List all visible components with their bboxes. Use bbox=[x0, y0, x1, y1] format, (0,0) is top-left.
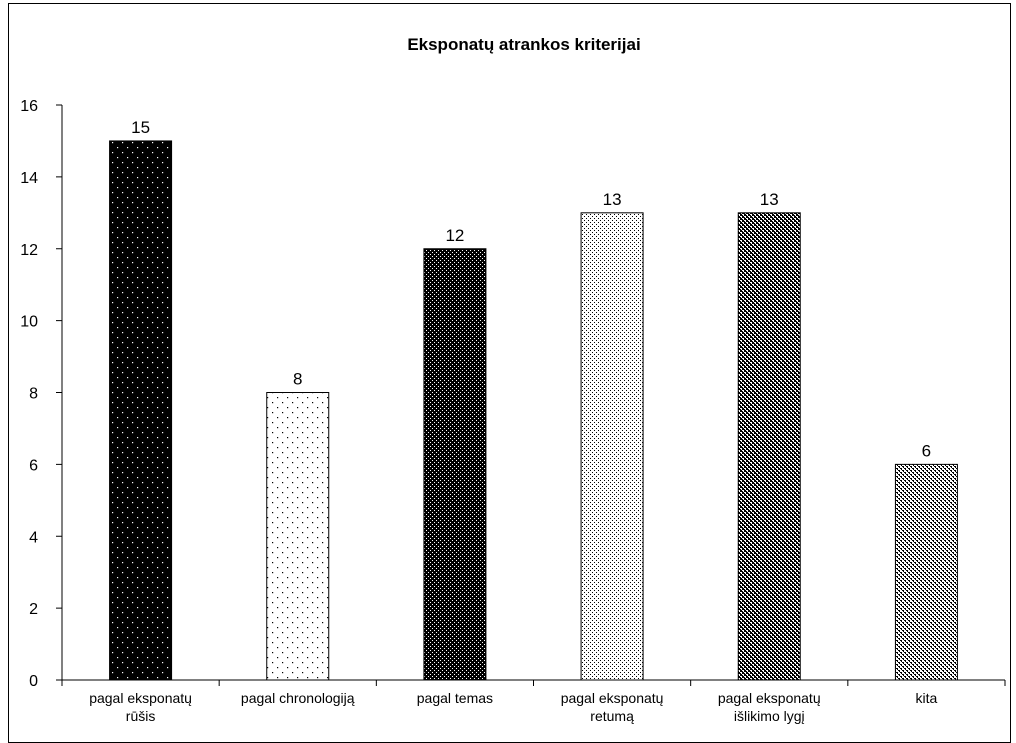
data-label: 13 bbox=[603, 190, 622, 209]
data-labels: 15 8 12 13 13 6 bbox=[131, 118, 931, 460]
data-label: 12 bbox=[445, 226, 464, 245]
y-tick-label: 6 bbox=[29, 457, 38, 474]
y-tick-label: 2 bbox=[29, 601, 38, 618]
bars bbox=[109, 140, 958, 681]
bar bbox=[894, 463, 958, 681]
category-label: pagal eksponatų retumą bbox=[561, 690, 664, 724]
data-label: 6 bbox=[922, 441, 931, 460]
y-tick-label: 14 bbox=[20, 170, 38, 187]
category-label: pagal eksponatų rūšis bbox=[89, 690, 192, 724]
bar bbox=[580, 212, 644, 681]
bar bbox=[737, 212, 801, 681]
y-tick-label: 0 bbox=[29, 673, 38, 690]
bar bbox=[423, 248, 487, 681]
category-label: pagal temas bbox=[417, 690, 493, 706]
y-tick-label: 4 bbox=[29, 529, 38, 546]
x-axis bbox=[61, 679, 1006, 686]
bar bbox=[266, 392, 330, 681]
y-tick-label: 16 bbox=[20, 98, 38, 115]
data-label: 13 bbox=[760, 190, 779, 209]
category-label: pagal chronologiją bbox=[241, 690, 355, 706]
bar bbox=[109, 140, 173, 681]
y-tick-label: 10 bbox=[20, 314, 38, 331]
category-label: pagal eksponatų išlikimo lygį bbox=[718, 690, 821, 724]
data-label: 8 bbox=[293, 370, 302, 389]
category-label: kita bbox=[916, 690, 938, 706]
category-labels: pagal eksponatų rūšis pagal chronologiją pa… bbox=[89, 690, 937, 724]
chart-title: Eksponatų atrankos kriterijai bbox=[407, 35, 640, 54]
y-tick-label: 12 bbox=[20, 242, 38, 259]
y-tick-label: 8 bbox=[29, 386, 38, 403]
chart-frame bbox=[8, 3, 1011, 743]
y-axis: 0 2 4 6 8 10 12 14 16 bbox=[20, 98, 63, 690]
data-label: 15 bbox=[131, 118, 150, 137]
